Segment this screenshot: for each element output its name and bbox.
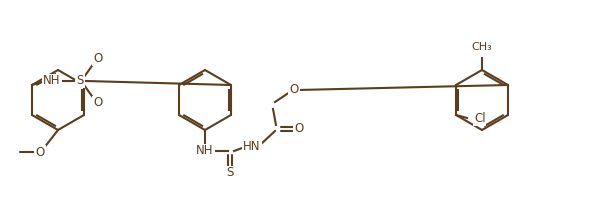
Text: O: O: [294, 122, 303, 136]
Text: HN: HN: [243, 141, 261, 154]
Text: CH₃: CH₃: [471, 42, 492, 52]
Text: Cl: Cl: [474, 113, 486, 125]
Text: S: S: [226, 166, 234, 180]
Text: O: O: [93, 97, 103, 109]
Text: NH: NH: [43, 75, 61, 87]
Text: NH: NH: [196, 144, 214, 158]
Text: O: O: [93, 53, 103, 65]
Text: O: O: [290, 82, 299, 96]
Text: O: O: [36, 145, 45, 159]
Text: S: S: [76, 75, 84, 87]
